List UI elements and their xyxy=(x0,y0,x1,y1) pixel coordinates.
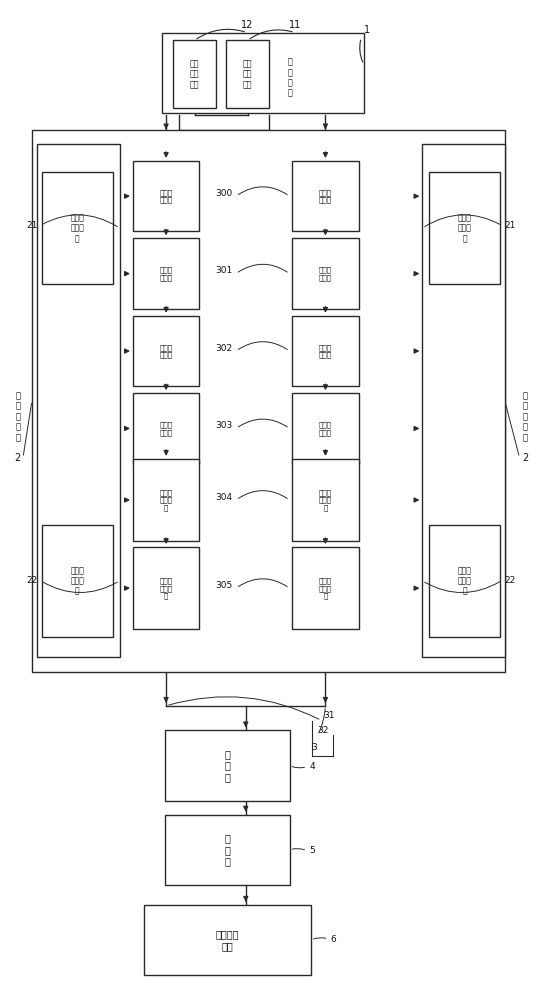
Text: 编码输出
电路: 编码输出 电路 xyxy=(215,929,239,951)
Text: 滤一频
变电路: 滤一频 变电路 xyxy=(159,189,173,203)
Text: 301: 301 xyxy=(216,266,233,275)
Text: 滤一频
变电路: 滤一频 变电路 xyxy=(159,344,173,358)
FancyBboxPatch shape xyxy=(292,316,359,386)
FancyBboxPatch shape xyxy=(133,161,199,231)
FancyBboxPatch shape xyxy=(292,238,359,309)
Text: 滤一频
变大电
路: 滤一频 变大电 路 xyxy=(159,577,173,599)
Text: 22: 22 xyxy=(505,576,515,585)
Text: 2: 2 xyxy=(522,453,528,463)
FancyBboxPatch shape xyxy=(429,172,500,284)
Text: 5: 5 xyxy=(309,846,315,855)
FancyBboxPatch shape xyxy=(292,161,359,231)
Text: 1: 1 xyxy=(364,25,370,35)
FancyBboxPatch shape xyxy=(292,459,359,541)
Text: 滤一
前置
电路: 滤一 前置 电路 xyxy=(190,59,199,89)
Text: 滤一频
变电路: 滤一频 变电路 xyxy=(159,267,173,281)
Text: 滤一频
变大电
路: 滤一频 变大电 路 xyxy=(159,489,173,511)
Text: 滤一
前置
电路: 滤一 前置 电路 xyxy=(243,59,253,89)
Text: 2: 2 xyxy=(15,453,21,463)
FancyBboxPatch shape xyxy=(165,815,289,885)
FancyBboxPatch shape xyxy=(292,547,359,629)
Text: 11: 11 xyxy=(289,20,301,30)
FancyBboxPatch shape xyxy=(133,459,199,541)
FancyBboxPatch shape xyxy=(144,905,311,975)
Text: 滤一频
变电路: 滤一频 变电路 xyxy=(319,267,332,281)
FancyBboxPatch shape xyxy=(42,524,113,637)
Text: 21: 21 xyxy=(27,221,37,230)
Text: 电
源
振
入
离: 电 源 振 入 离 xyxy=(522,391,527,442)
FancyBboxPatch shape xyxy=(173,40,216,108)
Text: 滤一频
变电路: 滤一频 变电路 xyxy=(319,189,332,203)
FancyBboxPatch shape xyxy=(422,144,505,657)
Text: 300: 300 xyxy=(216,189,233,198)
Text: 303: 303 xyxy=(216,421,233,430)
Text: 滤一频
变电路: 滤一频 变电路 xyxy=(159,421,173,436)
FancyBboxPatch shape xyxy=(133,238,199,309)
FancyBboxPatch shape xyxy=(133,547,199,629)
Text: 频率电
源振荡
器: 频率电 源振荡 器 xyxy=(70,213,85,243)
Text: 3: 3 xyxy=(312,743,318,752)
FancyBboxPatch shape xyxy=(165,730,289,801)
FancyBboxPatch shape xyxy=(133,316,199,386)
FancyBboxPatch shape xyxy=(226,40,269,108)
Text: 22: 22 xyxy=(27,576,37,585)
Text: 31: 31 xyxy=(324,711,335,720)
Text: 频率电
源振荡
器: 频率电 源振荡 器 xyxy=(457,213,472,243)
Text: 302: 302 xyxy=(216,344,233,353)
Text: 行帧电
源振荡
器: 行帧电 源振荡 器 xyxy=(457,566,472,596)
Text: 304: 304 xyxy=(216,493,233,502)
Text: 32: 32 xyxy=(318,726,329,735)
Text: 滤一频
变电路: 滤一频 变电路 xyxy=(319,344,332,358)
Text: 4: 4 xyxy=(309,762,315,771)
Text: 同
步
器: 同 步 器 xyxy=(224,833,230,866)
FancyBboxPatch shape xyxy=(162,33,364,113)
FancyBboxPatch shape xyxy=(292,393,359,464)
FancyBboxPatch shape xyxy=(429,524,500,637)
FancyBboxPatch shape xyxy=(32,130,505,672)
Text: 6: 6 xyxy=(331,935,337,944)
Text: 305: 305 xyxy=(216,581,233,590)
FancyBboxPatch shape xyxy=(42,172,113,284)
Text: 滤一频
变电路: 滤一频 变电路 xyxy=(319,421,332,436)
FancyBboxPatch shape xyxy=(133,393,199,464)
Text: 行帧电
源振荡
器: 行帧电 源振荡 器 xyxy=(70,566,85,596)
Text: 电
源
振
入
离: 电 源 振 入 离 xyxy=(15,391,20,442)
Text: 调
制
器: 调 制 器 xyxy=(224,749,230,782)
Text: 12: 12 xyxy=(241,20,253,30)
Text: 21: 21 xyxy=(505,221,515,230)
Text: 滤一频
变大电
路: 滤一频 变大电 路 xyxy=(319,489,332,511)
FancyBboxPatch shape xyxy=(37,144,120,657)
Text: 输
入
电
路: 输 入 电 路 xyxy=(288,58,293,98)
Text: 滤一频
变大电
路: 滤一频 变大电 路 xyxy=(319,577,332,599)
